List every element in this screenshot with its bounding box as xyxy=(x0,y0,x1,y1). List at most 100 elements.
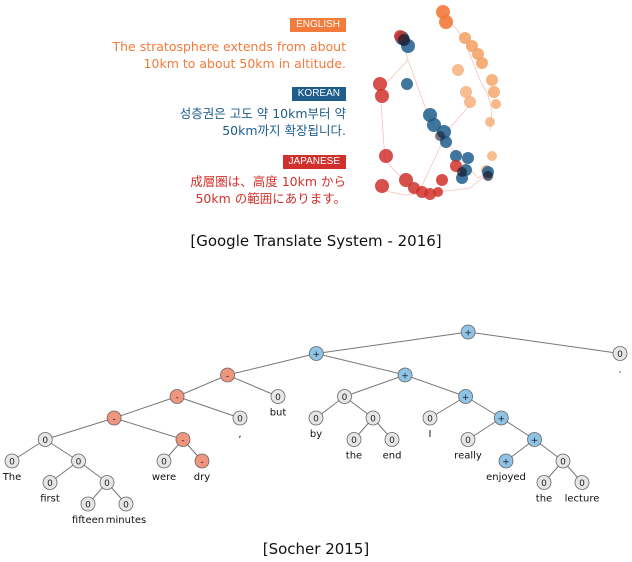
sentiment-node-circle xyxy=(71,453,86,469)
sentiment-label: 0 xyxy=(123,501,129,511)
tree-edge xyxy=(404,374,466,397)
sentiment-label: - xyxy=(226,372,229,382)
leaf-node: 0I xyxy=(422,410,438,440)
tree-node: 0 xyxy=(71,453,86,469)
leaf-node: 0 the xyxy=(346,432,362,462)
sentiment-node-circle xyxy=(365,410,381,426)
sentiment-label: 0 xyxy=(42,436,48,446)
sentiment-node-circle xyxy=(80,496,96,512)
leaf-word: by xyxy=(310,429,322,440)
sentiment-node-circle xyxy=(337,389,352,404)
tree-node: - xyxy=(175,432,191,447)
sentiment-label: - xyxy=(113,415,116,425)
overlap-points xyxy=(398,34,493,181)
tree-node: + xyxy=(460,324,476,340)
sentiment-node-circle xyxy=(308,410,324,426)
leaf-node: + enjoyed xyxy=(486,453,526,483)
english-sentence-line-1: The stratosphere extends from about xyxy=(112,39,346,54)
multilingual-sentences: ENGLISH The stratosphere extends from ab… xyxy=(80,0,346,215)
embedding-scatter-plot xyxy=(373,5,501,200)
sentiment-label: + xyxy=(401,372,409,382)
japanese-points xyxy=(373,30,462,200)
sentiment-label: - xyxy=(200,458,203,468)
leaf-word: were xyxy=(152,472,176,483)
leaf-node: 0. xyxy=(612,346,628,376)
sentiment-label: 0 xyxy=(47,479,53,489)
sentiment-label: 0 xyxy=(370,415,376,425)
sentiment-label: 0 xyxy=(465,436,471,446)
tree-edge xyxy=(176,396,241,419)
leaf-word: minutes xyxy=(106,515,146,526)
sentiment-node-circle xyxy=(175,432,191,447)
tree-node: + xyxy=(397,367,413,383)
sentiment-label: + xyxy=(497,415,505,425)
sentiment-label: 0 xyxy=(389,436,395,446)
leaf-word: fifteen xyxy=(72,515,104,526)
sentiment-label: 0 xyxy=(541,479,547,489)
sentiment-node-circle xyxy=(458,389,474,404)
sentiment-node-circle xyxy=(346,432,362,447)
korean-badge: KOREAN xyxy=(291,87,346,101)
leaf-node: 0 fifteen xyxy=(72,496,104,526)
leaf-node: 0 minutes xyxy=(106,496,146,526)
sentiment-label: - xyxy=(175,393,178,403)
tree-edge xyxy=(113,417,184,440)
tree-edge xyxy=(176,374,228,397)
sentiment-node-circle xyxy=(612,346,628,361)
sentiment-label: + xyxy=(502,458,510,468)
tree-edge xyxy=(316,353,406,376)
sentiment-label: 0 xyxy=(237,415,243,425)
sentiment-label: + xyxy=(313,350,321,360)
sentiment-node-circle xyxy=(498,453,514,469)
sentiment-label: 0 xyxy=(351,436,357,446)
sentiment-label: - xyxy=(181,436,184,446)
leaf-word: the xyxy=(346,451,362,462)
leaf-word: I xyxy=(429,429,432,440)
sentiment-node-circle xyxy=(527,432,542,447)
leaf-word: enjoyed xyxy=(486,472,526,483)
tree-node: + xyxy=(458,389,474,404)
sentiment-node-circle xyxy=(194,453,210,469)
sentiment-label: 0 xyxy=(275,393,281,403)
japanese-badge: JAPANESE xyxy=(282,155,346,169)
tree-node: - xyxy=(106,410,122,426)
sentiment-label: 0 xyxy=(85,501,91,511)
korean-sentence-line-1: 성층권은 고도 약 10km부터 약 xyxy=(179,106,346,121)
tree-node: 0 xyxy=(555,453,571,469)
tree-node: 0 xyxy=(337,389,352,404)
sentiment-node-circle xyxy=(4,453,20,469)
japanese-sentence-line-1: 成層圏は、高度 10km から xyxy=(190,174,346,189)
tree-edge xyxy=(113,396,178,419)
tree-edge xyxy=(227,353,317,376)
leaf-node: 0 by xyxy=(308,410,324,440)
sentiment-label: + xyxy=(462,393,470,403)
google-translate-caption: [Google Translate System - 2016] xyxy=(190,232,442,250)
google-translate-panel: ENGLISH The stratosphere extends from ab… xyxy=(0,0,632,260)
leaf-word: but xyxy=(270,408,287,419)
tree-node: + xyxy=(308,346,324,361)
sentiment-label: 0 xyxy=(342,393,348,403)
leaf-node: 0 lecture xyxy=(565,475,599,505)
leaf-node: 0 first xyxy=(40,475,60,505)
sentiment-label: 0 xyxy=(427,415,433,425)
leaf-word: first xyxy=(40,494,60,505)
sentiment-node-circle xyxy=(574,475,590,490)
sentiment-node-circle xyxy=(422,410,438,426)
sentiment-node-circle xyxy=(460,324,476,340)
sentiment-label: + xyxy=(531,436,539,446)
sentiment-label: 0 xyxy=(313,415,319,425)
sentiment-label: 0 xyxy=(560,458,566,468)
leaf-word: The xyxy=(2,472,22,483)
tree-node: 0 xyxy=(99,475,115,490)
sentiment-node-circle xyxy=(118,496,134,512)
tree-node: + xyxy=(493,410,509,426)
leaf-node: 0 the xyxy=(536,475,552,505)
sentiment-node-circle xyxy=(555,453,571,469)
leaf-node: 0, xyxy=(232,410,248,440)
leaf-node: 0 really xyxy=(454,432,482,462)
sentiment-node-circle xyxy=(42,475,58,490)
leaf-node: 0 end xyxy=(383,432,401,462)
sentiment-node-circle xyxy=(536,475,552,490)
sentiment-node-circle xyxy=(270,389,286,404)
leaf-word: dry xyxy=(194,472,210,483)
